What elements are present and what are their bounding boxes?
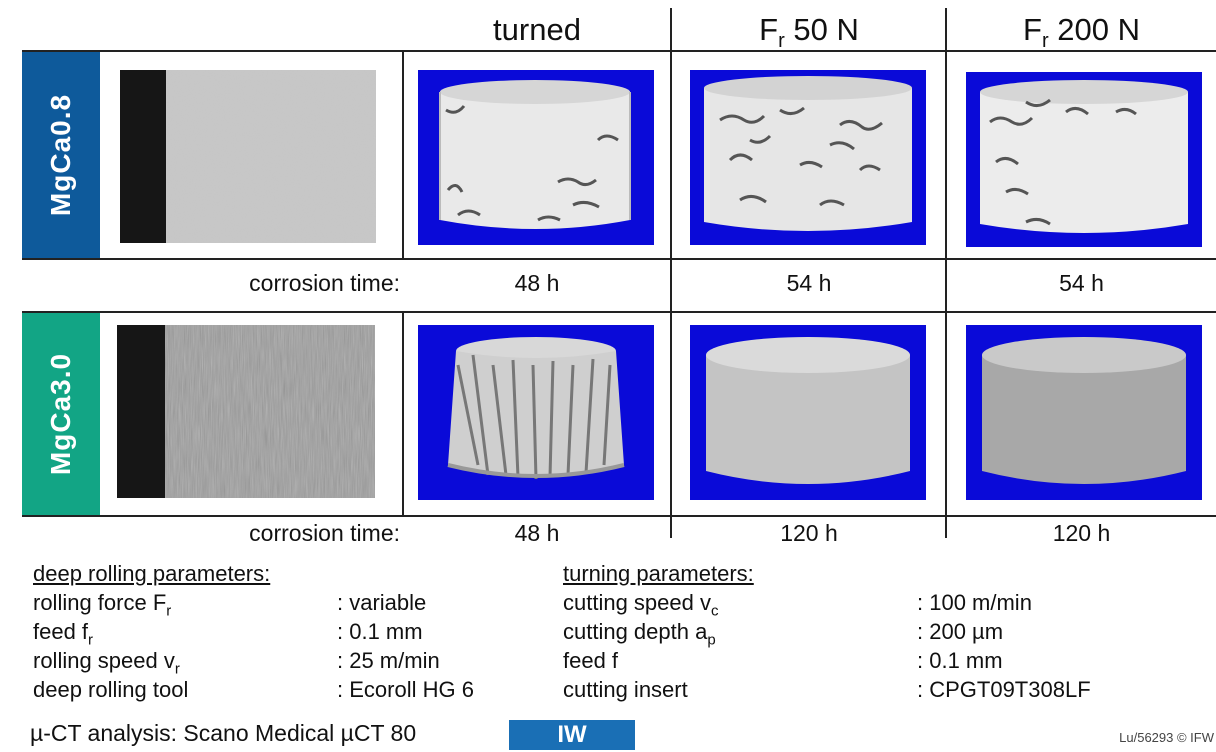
micrograph-mgca08: [120, 70, 376, 243]
header-fr-200-rest: 200 N: [1048, 12, 1140, 47]
column-divider: [402, 50, 404, 260]
header-fr-200-main: F: [1023, 12, 1042, 47]
deep-rolling-param: feed fr: [33, 619, 94, 649]
row-divider: [22, 515, 1216, 517]
deep-rolling-value: : Ecoroll HG 6: [337, 677, 474, 702]
corrosion-time-value: 54 h: [1059, 270, 1104, 296]
deep-rolling-param: rolling speed vr: [33, 648, 180, 678]
row-divider: [22, 311, 1216, 313]
corrosion-time-value: 54 h: [786, 270, 832, 296]
turning-param: cutting insert: [563, 677, 688, 702]
ct-scan-mgca30-fr50: [690, 325, 926, 500]
turning-param: cutting depth ap: [563, 619, 716, 649]
corrosion-time-value: 48 h: [514, 270, 560, 296]
deep-rolling-param: deep rolling tool: [33, 677, 189, 702]
corrosion-time-value: 120 h: [780, 520, 838, 546]
turning-param: cutting speed vc: [563, 590, 719, 620]
deep-rolling-value: : 0.1 mm: [337, 619, 423, 644]
turning-value: : 0.1 mm: [917, 648, 1003, 673]
row-divider: [22, 50, 1216, 52]
corrosion-time-value: 48 h: [514, 520, 560, 546]
deep-rolling-param: rolling force Fr: [33, 590, 172, 620]
header-fr-50-rest: 50 N: [784, 12, 859, 47]
ct-scan-mgca08-fr50: [690, 70, 926, 245]
corrosion-time-label: corrosion time:: [249, 520, 400, 546]
header-fr-50-main: F: [759, 12, 779, 47]
turning-value: : 100 m/min: [917, 590, 1032, 615]
header-fr-200-sub: r: [1041, 30, 1049, 53]
column-divider: [402, 312, 404, 517]
ct-scan-mgca08-fr200: [966, 72, 1202, 247]
header-turned: turned: [493, 12, 581, 47]
ct-scan-mgca08-turned: [418, 70, 654, 245]
header-fr-200: Fr 200 N: [947, 10, 1216, 53]
ct-scan-mgca30-turned: [418, 325, 654, 500]
deep-rolling-value: : 25 m/min: [337, 648, 440, 673]
reference-code: Lu/56293 © IFW: [1119, 730, 1214, 745]
turning-value: : CPGT09T308LF: [917, 677, 1091, 702]
corrosion-time-value: 120 h: [1052, 520, 1111, 546]
column-divider: [670, 8, 672, 538]
ct-scan-mgca30-fr200: [966, 325, 1202, 500]
column-divider: [945, 8, 947, 538]
ifw-logo: IW: [509, 720, 635, 750]
turning-title: turning parameters:: [563, 561, 754, 586]
micrograph-mgca30: [117, 325, 375, 498]
ct-analysis-text: µ-CT analysis: Scano Medical µCT 80: [30, 720, 417, 746]
row-divider: [22, 258, 1216, 260]
turning-value: : 200 µm: [917, 619, 1004, 644]
turning-param: feed f: [563, 648, 619, 673]
deep-rolling-value: : variable: [337, 590, 427, 615]
header-fr-50-sub: r: [778, 30, 785, 53]
corrosion-time-label: corrosion time:: [249, 270, 400, 296]
header-fr-50: Fr 50 N: [673, 10, 945, 53]
deep-rolling-title: deep rolling parameters:: [33, 561, 271, 586]
row-label-mgca30: MgCa3.0: [22, 313, 100, 515]
row-label-mgca08: MgCa0.8: [22, 52, 100, 258]
